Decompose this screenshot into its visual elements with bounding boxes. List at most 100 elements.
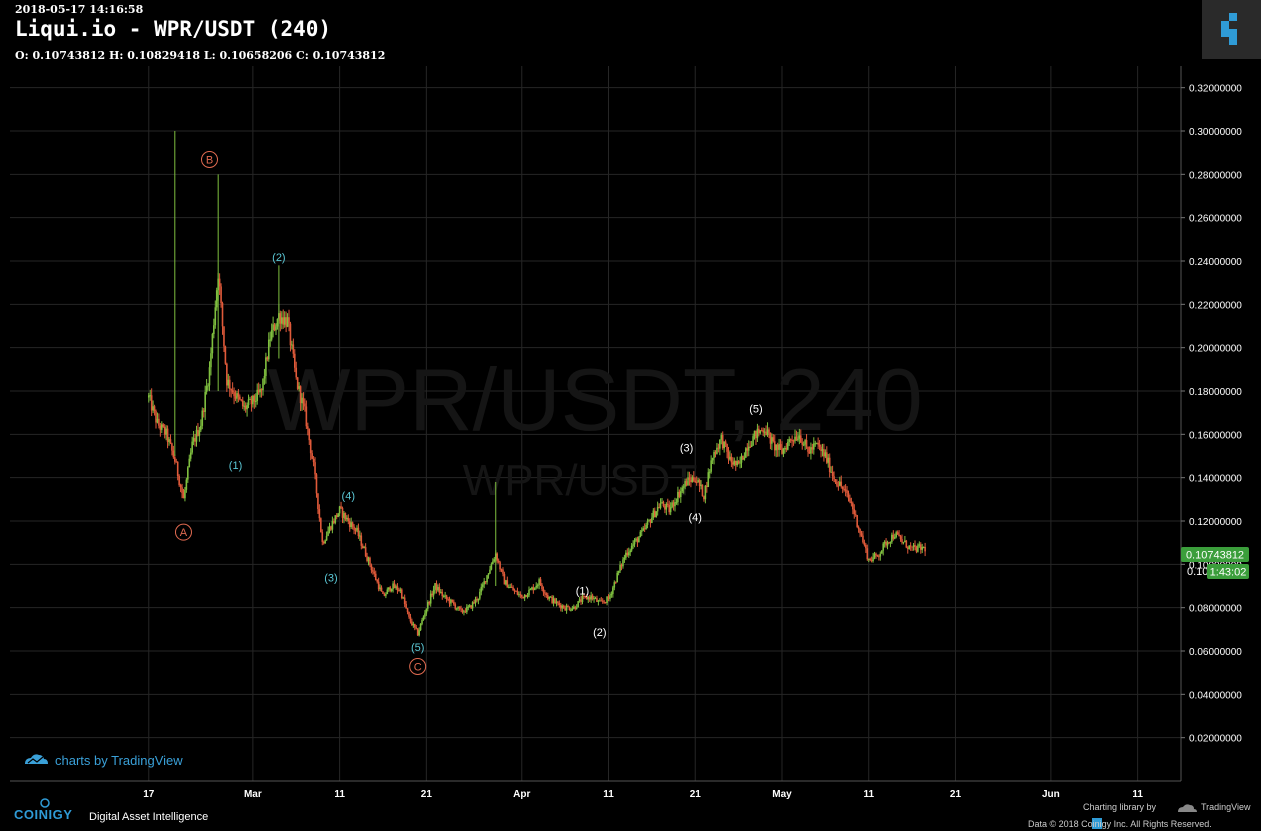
tradingview-footer-text[interactable]: TradingView (1201, 802, 1251, 812)
candle-body (330, 526, 332, 530)
candle-body (612, 587, 614, 594)
candle-body (599, 600, 601, 602)
candle-body (396, 586, 399, 591)
candle-body (499, 562, 501, 570)
candle-body (207, 385, 209, 387)
candle-body (185, 479, 188, 490)
candle-body (719, 439, 721, 449)
candle-body (361, 545, 364, 548)
candle-body (766, 429, 769, 436)
candle-body (918, 544, 921, 546)
candle-body (296, 377, 299, 389)
candle-body (289, 323, 292, 346)
candle-body (672, 502, 675, 507)
candle-body (867, 558, 870, 560)
candle-body (886, 542, 889, 546)
wave-label: (5) (749, 404, 762, 416)
candle-body (353, 526, 355, 530)
candle-body (292, 344, 295, 354)
y-tick-label: 0.20000000 (1189, 344, 1242, 355)
candle-body (691, 477, 694, 483)
candle-body (259, 388, 261, 393)
candle-body (228, 379, 231, 390)
candle-body (408, 611, 410, 617)
candle-body (710, 460, 712, 472)
candle-body (270, 330, 273, 340)
candle-body (418, 630, 420, 636)
candle-body (548, 596, 551, 599)
candle-body (241, 400, 244, 407)
time-axis[interactable]: 17 Mar 11 21 Apr 11 21 May 11 21 Jun 11 (10, 780, 1181, 800)
candle-body (616, 572, 618, 583)
candle-body (847, 492, 850, 499)
candle-body (794, 436, 796, 442)
candle-body (244, 405, 247, 410)
candle-body (797, 438, 799, 441)
candle-body (262, 378, 264, 391)
candle-body (606, 596, 608, 603)
candle-body (827, 457, 830, 463)
candle-body (642, 528, 645, 531)
candle-body (888, 542, 890, 544)
candle-body (695, 482, 698, 484)
candle-body (293, 353, 296, 368)
candle-body (655, 511, 658, 518)
candle-body (656, 507, 659, 512)
candle-body (483, 581, 485, 585)
candle-body (176, 461, 179, 477)
x-tick-label: 11 (334, 789, 345, 800)
candle-body (882, 543, 884, 551)
candle-body (575, 607, 578, 609)
candle-body (406, 608, 409, 612)
price-axis[interactable]: 0.02000000 0.04000000 0.06000000 0.08000000… (1180, 66, 1242, 781)
y-tick-label: 0.22000000 (1189, 300, 1242, 311)
candle-body (742, 455, 744, 460)
candle-body (531, 587, 533, 590)
wave-label: (3) (324, 573, 337, 585)
candle-body (434, 583, 436, 590)
candle-body (503, 573, 506, 585)
countdown-value: 1:43:02 (1210, 567, 1247, 579)
candle-body (509, 586, 512, 588)
y-tick-label: 0.28000000 (1189, 170, 1242, 181)
candle-body (700, 484, 702, 487)
candle-body (445, 595, 448, 599)
candle-body (675, 501, 678, 503)
candle-body (387, 587, 390, 590)
chart-title: Liqui.io - WPR/USDT (240) (15, 17, 332, 41)
candle-body (865, 544, 867, 549)
candle-body (755, 430, 757, 439)
coinigy-logo-button[interactable] (1202, 0, 1261, 59)
elliott-wave-labels: (1) (2) (3) (4) (5) A B C (1) (2) (3) (4) (5) (174, 151, 763, 675)
candle-body (205, 386, 208, 393)
candle-body (520, 594, 523, 597)
candle-body (421, 619, 423, 624)
candle-body (860, 533, 863, 536)
candle-body (236, 393, 238, 399)
candle-body (875, 553, 877, 556)
candle-body (911, 546, 913, 548)
x-tick-label: 21 (690, 789, 702, 800)
candle-body (546, 595, 549, 599)
candle-body (639, 531, 642, 538)
candle-body (560, 605, 562, 609)
candle-body (717, 447, 720, 449)
candle-body (869, 558, 871, 561)
candle-body (249, 398, 251, 400)
candle-body (818, 444, 821, 447)
candle-body (223, 326, 225, 347)
wave-label: (2) (272, 252, 285, 264)
candle-body (685, 481, 688, 486)
candle-body (568, 606, 571, 611)
last-price-value: 0.10743812 (1186, 550, 1244, 562)
tradingview-link[interactable]: charts by TradingView (55, 753, 183, 768)
x-tick-label: May (772, 789, 792, 800)
candle-body (240, 399, 243, 401)
candle-body (432, 589, 435, 596)
candle-body (463, 611, 465, 613)
candle-body (471, 602, 474, 609)
candle-body (653, 510, 656, 518)
candle-body (684, 481, 686, 487)
candle-body (340, 506, 342, 508)
